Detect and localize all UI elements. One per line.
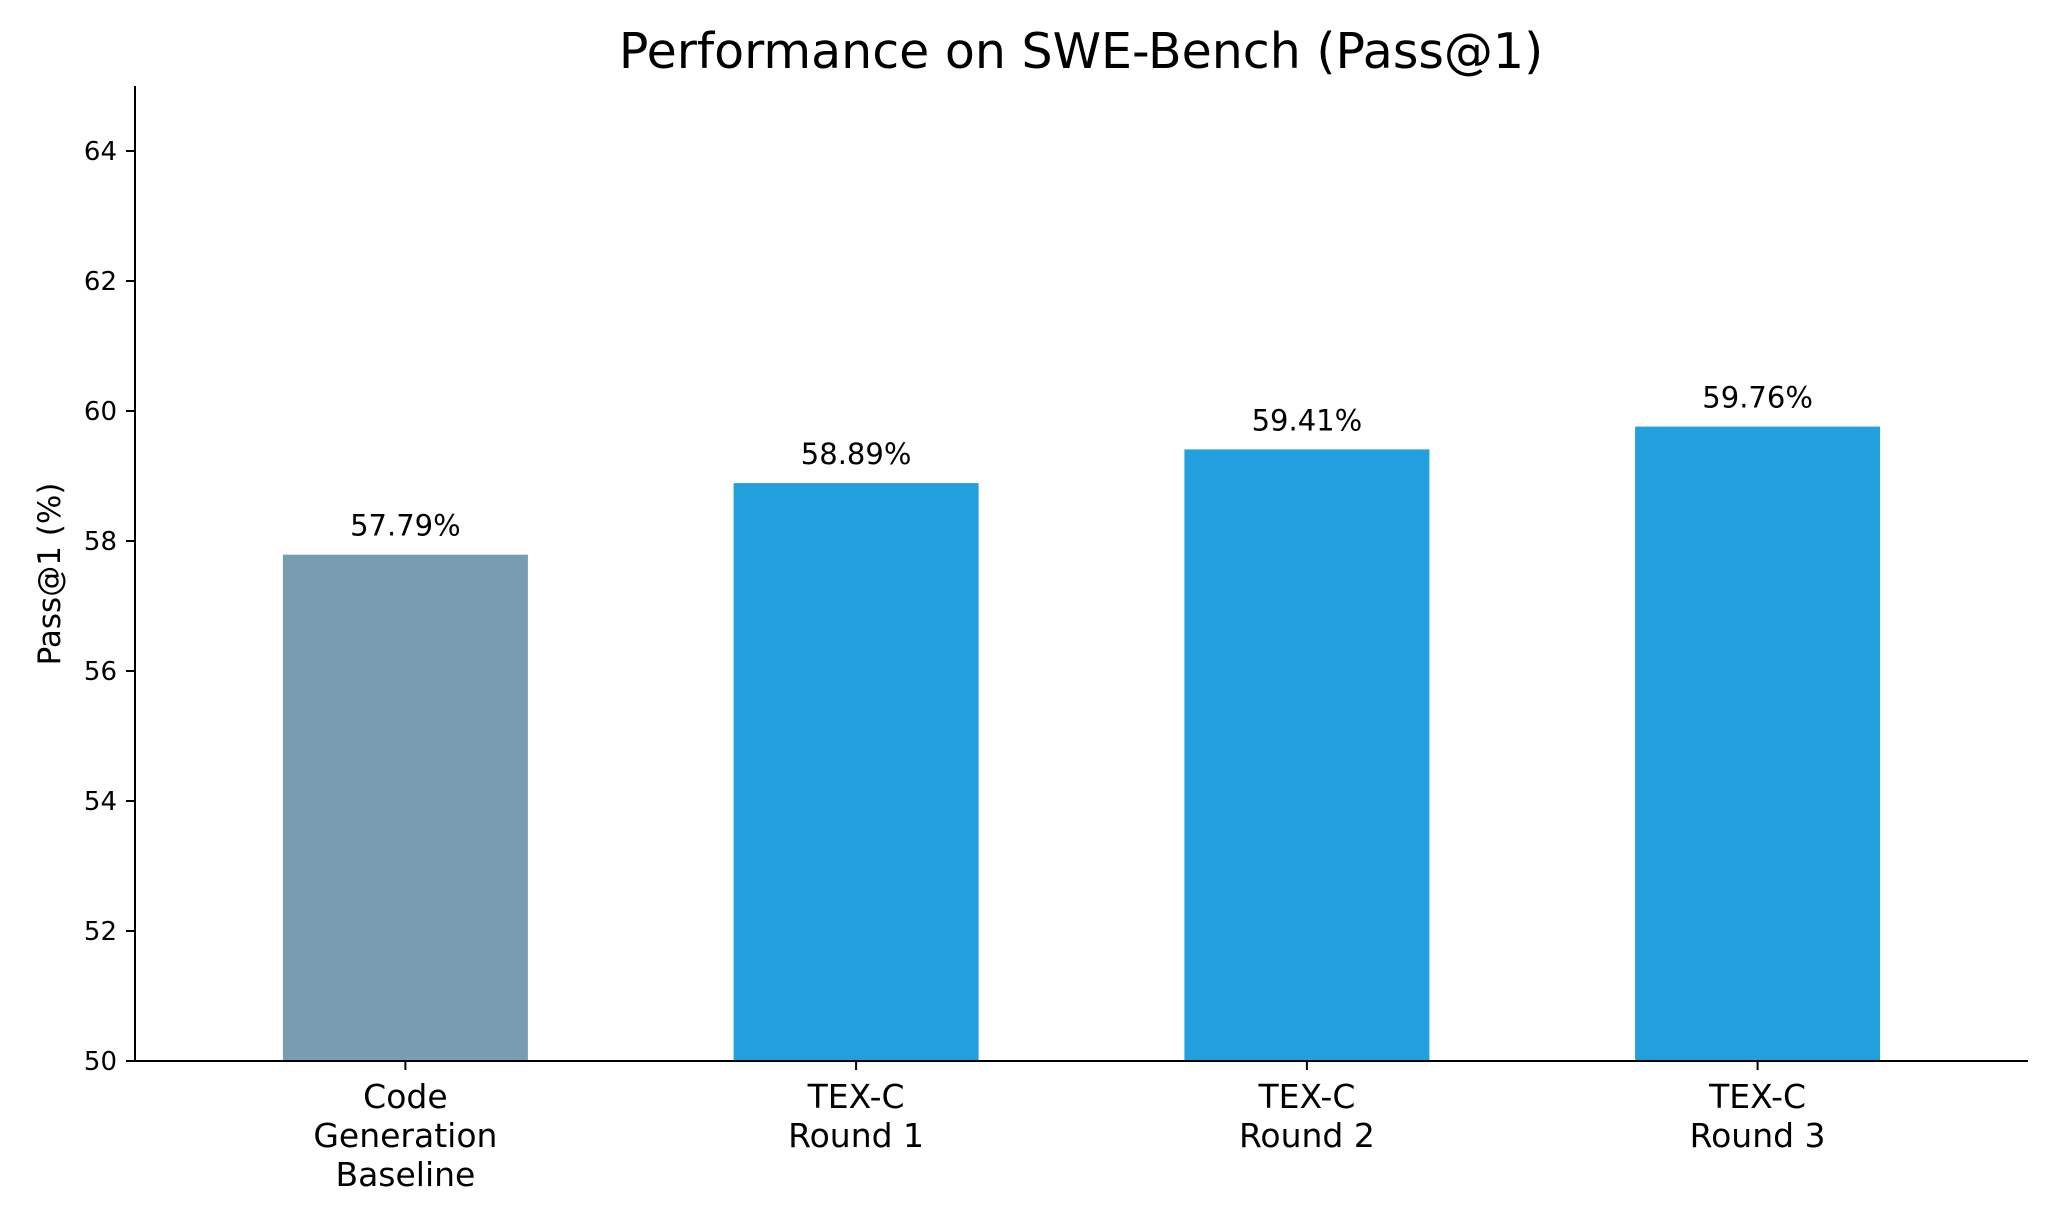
y-tick-label: 60 bbox=[84, 397, 117, 427]
y-tick-label: 50 bbox=[84, 1047, 117, 1077]
x-category-label-line: TEX-C bbox=[1708, 1077, 1806, 1116]
bar-value-label-1: 57.79% bbox=[350, 509, 461, 543]
x-category-label-line: Code bbox=[363, 1077, 447, 1116]
y-tick-label: 54 bbox=[84, 787, 117, 817]
y-tick-label: 52 bbox=[84, 917, 117, 947]
x-category-label-line: Round 1 bbox=[788, 1116, 924, 1155]
x-category-label-line: Round 2 bbox=[1239, 1116, 1375, 1155]
bar-3 bbox=[1184, 449, 1430, 1061]
x-category-label-line: Baseline bbox=[335, 1155, 475, 1194]
y-tick-label: 58 bbox=[84, 527, 117, 557]
x-category-label-1: Code Generation Baseline bbox=[313, 1077, 497, 1194]
y-axis-label: Pass@1 (%) bbox=[32, 483, 68, 666]
y-tick-label: 62 bbox=[84, 267, 117, 297]
bars-layer bbox=[282, 426, 1881, 1062]
x-category-label-line: TEX-C bbox=[1257, 1077, 1355, 1116]
x-category-label-line: Round 3 bbox=[1690, 1116, 1826, 1155]
bar-value-label-3: 59.41% bbox=[1252, 403, 1363, 437]
bar-value-label-2: 58.89% bbox=[801, 437, 912, 471]
x-category-label-2: TEX-C Round 1 bbox=[788, 1077, 924, 1155]
bar-1 bbox=[282, 554, 528, 1061]
bar-value-label-4: 59.76% bbox=[1702, 381, 1813, 415]
x-category-label-3: TEX-C Round 2 bbox=[1239, 1077, 1375, 1155]
bar-4 bbox=[1635, 426, 1881, 1062]
x-category-label-4: TEX-C Round 3 bbox=[1690, 1077, 1826, 1155]
data-labels-layer: 57.79% 58.89% 59.41% 59.76% bbox=[350, 381, 1813, 543]
y-tick-label: 64 bbox=[84, 137, 117, 167]
bar-2 bbox=[733, 483, 979, 1062]
x-category-label-line: Generation bbox=[313, 1116, 497, 1155]
y-tick-label: 56 bbox=[84, 657, 117, 687]
x-category-label-line: TEX-C bbox=[807, 1077, 905, 1116]
chart-title: Performance on SWE-Bench (Pass@1) bbox=[619, 23, 1543, 80]
y-ticks-layer: 50 52 54 56 58 60 62 64 bbox=[84, 137, 135, 1077]
